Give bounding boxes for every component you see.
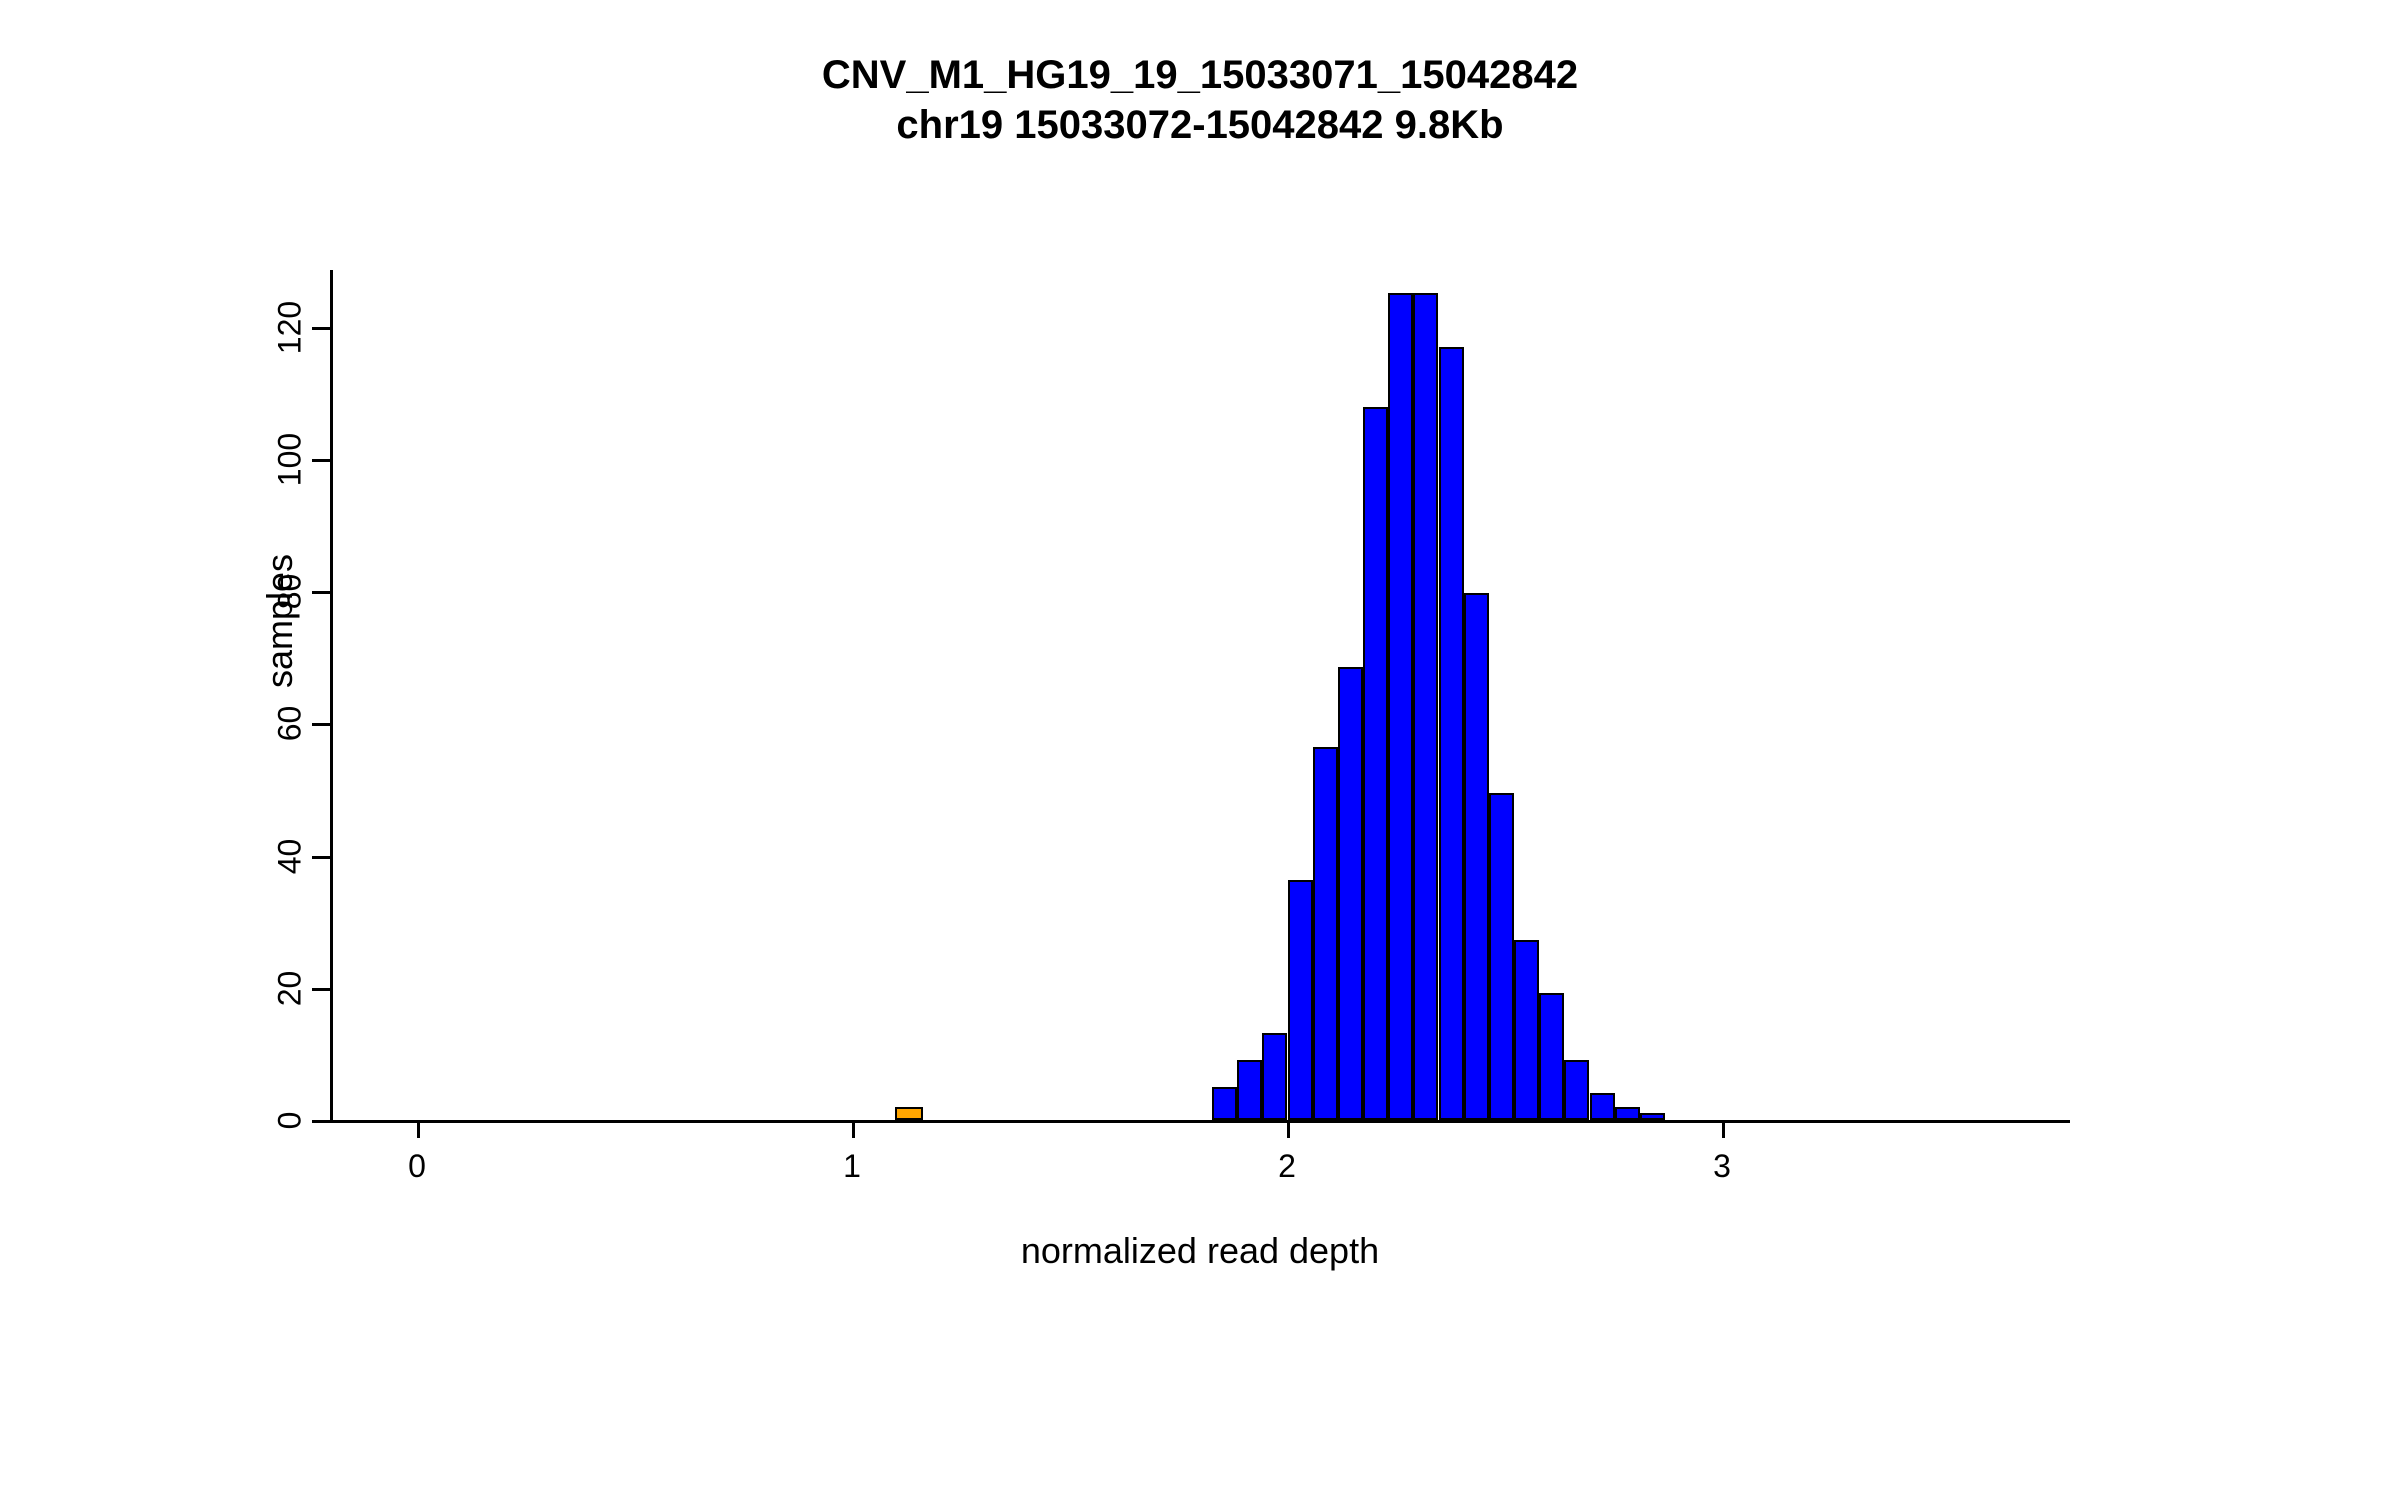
x-tick-3: [1722, 1120, 1725, 1138]
histogram-bar-13[interactable]: [1514, 940, 1539, 1120]
x-tick-0: [417, 1120, 420, 1138]
histogram-bar-outlier[interactable]: [895, 1107, 923, 1120]
histogram-bar-9[interactable]: [1413, 293, 1438, 1120]
y-tick-label-100: 100: [272, 430, 309, 490]
chart-title-line1: CNV_M1_HG19_19_15033071_15042842: [0, 50, 2400, 100]
histogram-bar-6[interactable]: [1338, 667, 1363, 1120]
histogram-bar-1[interactable]: [1212, 1087, 1237, 1120]
y-tick-60: [312, 723, 330, 726]
histogram-bar-11[interactable]: [1464, 593, 1489, 1120]
plot-area: samples normalized read depth 0 20 40 60…: [330, 270, 2070, 1120]
histogram-bar-12[interactable]: [1489, 793, 1514, 1120]
y-tick-120: [312, 327, 330, 330]
histogram-bar-18[interactable]: [1640, 1113, 1665, 1120]
histogram-bar-15[interactable]: [1564, 1060, 1589, 1120]
histogram-bar-10[interactable]: [1439, 347, 1464, 1120]
x-tick-2: [1287, 1120, 1290, 1138]
histogram-bar-14[interactable]: [1539, 993, 1564, 1120]
x-tick-label-1: 1: [822, 1148, 882, 1185]
x-tick-label-0: 0: [387, 1148, 447, 1185]
x-tick-label-3: 3: [1692, 1148, 1752, 1185]
histogram-bar-3[interactable]: [1262, 1033, 1287, 1120]
histogram-chart: CNV_M1_HG19_19_15033071_15042842 chr19 1…: [0, 0, 2400, 1500]
chart-title-line2: chr19 15033072-15042842 9.8Kb: [0, 100, 2400, 150]
y-tick-0: [312, 1120, 330, 1123]
y-tick-100: [312, 459, 330, 462]
histogram-bar-8[interactable]: [1388, 293, 1413, 1120]
histogram-bar-16[interactable]: [1590, 1093, 1615, 1120]
y-tick-label-120: 120: [272, 297, 309, 357]
x-tick-label-2: 2: [1257, 1148, 1317, 1185]
chart-title-block: CNV_M1_HG19_19_15033071_15042842 chr19 1…: [0, 50, 2400, 150]
histogram-bar-5[interactable]: [1313, 747, 1338, 1120]
y-tick-20: [312, 988, 330, 991]
y-tick-label-80: 80: [272, 562, 309, 622]
histogram-bar-7[interactable]: [1363, 407, 1388, 1120]
y-tick-label-20: 20: [272, 958, 309, 1018]
x-tick-1: [852, 1120, 855, 1138]
histogram-bar-2[interactable]: [1237, 1060, 1262, 1120]
x-axis-label: normalized read depth: [330, 1230, 2070, 1272]
histogram-bar-4[interactable]: [1288, 880, 1313, 1120]
y-tick-40: [312, 856, 330, 859]
bars-container: [330, 270, 2070, 1120]
y-tick-label-0: 0: [272, 1091, 309, 1151]
histogram-bar-17[interactable]: [1615, 1107, 1640, 1120]
y-tick-label-40: 40: [272, 826, 309, 886]
x-axis-line: [330, 1120, 2070, 1123]
y-tick-label-60: 60: [272, 694, 309, 754]
y-tick-80: [312, 591, 330, 594]
